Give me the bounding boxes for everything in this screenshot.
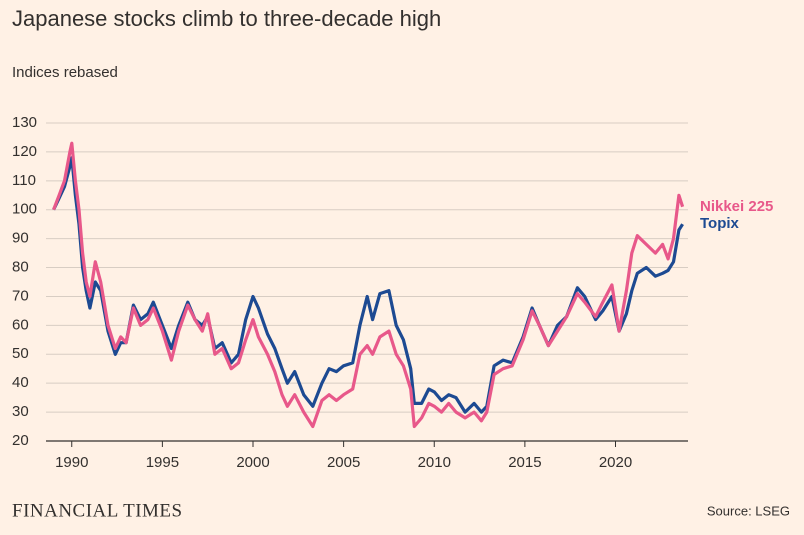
y-tick-label: 80 <box>12 259 29 276</box>
y-tick-label: 110 <box>12 172 36 189</box>
y-tick-label: 130 <box>12 114 37 131</box>
x-tick-label: 1995 <box>146 454 179 471</box>
y-tick-label: 30 <box>12 403 29 420</box>
y-tick-label: 70 <box>12 287 29 304</box>
y-tick-label: 90 <box>12 230 29 247</box>
y-tick-label: 120 <box>12 143 37 160</box>
x-tick-label: 1990 <box>55 454 88 471</box>
y-tick-label: 60 <box>12 316 29 333</box>
chart-title: Japanese stocks climb to three-decade hi… <box>12 6 441 31</box>
x-tick-label: 2005 <box>327 454 360 471</box>
x-tick-label: 2015 <box>508 454 541 471</box>
x-tick-label: 2000 <box>236 454 269 471</box>
x-tick-label: 2010 <box>418 454 451 471</box>
y-tick-label: 40 <box>12 374 29 391</box>
legend-label: Nikkei 225 <box>700 198 773 215</box>
y-tick-label: 50 <box>12 345 29 362</box>
series-line <box>52 141 685 429</box>
y-tick-label: 20 <box>12 432 29 449</box>
x-tick-label: 2020 <box>599 454 632 471</box>
source: Source: LSEG <box>707 503 790 518</box>
brand: FINANCIAL TIMES <box>12 500 183 521</box>
legend-label: Topix <box>700 215 740 232</box>
y-tick-label: 100 <box>12 201 37 218</box>
chart-subtitle: Indices rebased <box>12 64 118 81</box>
